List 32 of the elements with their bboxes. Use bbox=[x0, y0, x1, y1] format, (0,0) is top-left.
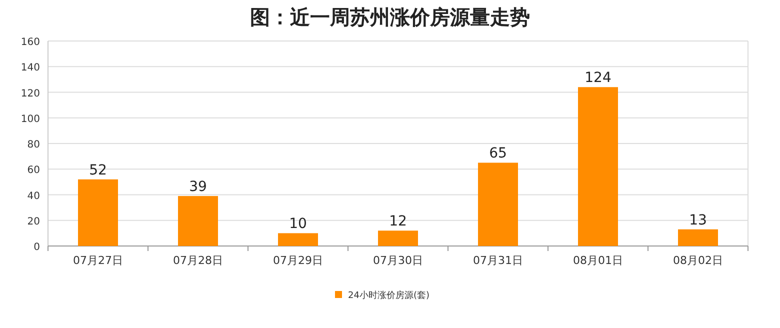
data-label: 52 bbox=[89, 162, 107, 178]
y-tick-label: 120 bbox=[20, 88, 40, 100]
bar bbox=[78, 179, 118, 246]
data-label: 10 bbox=[289, 216, 307, 232]
bar bbox=[578, 87, 618, 246]
y-tick-label: 60 bbox=[27, 165, 40, 176]
data-label: 13 bbox=[689, 212, 707, 228]
bar bbox=[378, 230, 418, 246]
x-tick-label: 07月27日 bbox=[73, 254, 123, 267]
y-tick-label: 20 bbox=[27, 216, 40, 228]
x-tick-label: 08月01日 bbox=[573, 254, 623, 267]
data-label: 12 bbox=[389, 214, 407, 230]
data-label: 39 bbox=[189, 179, 207, 196]
y-tick-label: 0 bbox=[34, 242, 40, 253]
x-tick-label: 07月29日 bbox=[273, 254, 323, 267]
y-tick-label: 160 bbox=[20, 37, 40, 48]
legend-label: 24小时涨价房源(套) bbox=[348, 290, 430, 301]
x-tick-label: 08月02日 bbox=[673, 254, 723, 267]
bar bbox=[178, 196, 218, 246]
bar bbox=[678, 229, 718, 246]
y-tick-label: 100 bbox=[20, 114, 40, 125]
bar bbox=[278, 233, 318, 246]
x-tick-label: 07月31日 bbox=[473, 254, 523, 267]
data-label: 124 bbox=[584, 70, 612, 86]
y-tick-label: 40 bbox=[27, 190, 40, 202]
y-tick-label: 140 bbox=[20, 62, 40, 74]
y-tick-label: 80 bbox=[27, 140, 40, 150]
data-label: 65 bbox=[489, 146, 507, 162]
x-tick-label: 07月28日 bbox=[173, 254, 223, 267]
chart-title: 图：近一周苏州涨价房源量走势 bbox=[250, 5, 530, 29]
x-tick-label: 07月30日 bbox=[373, 254, 423, 267]
bar bbox=[478, 162, 518, 246]
